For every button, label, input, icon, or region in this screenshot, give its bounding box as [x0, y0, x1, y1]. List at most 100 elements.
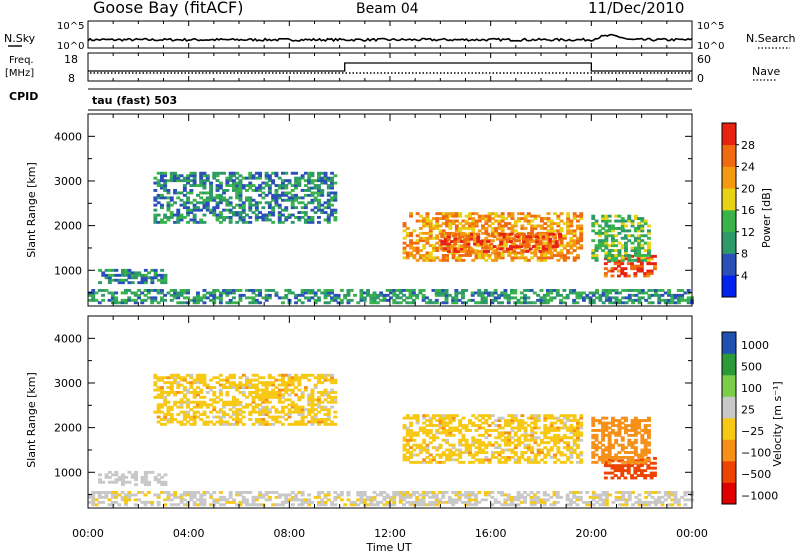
velocity-cell — [317, 378, 321, 382]
velocity-cell — [225, 413, 230, 416]
power-cell — [140, 298, 145, 302]
power-cell — [277, 184, 282, 187]
velocity-cell — [356, 493, 361, 497]
power-cell — [209, 293, 213, 297]
velocity-cell — [241, 498, 246, 502]
velocity-cell — [209, 410, 213, 414]
power-cell — [313, 184, 318, 187]
velocity-cell — [290, 498, 295, 502]
power-cell — [150, 296, 155, 300]
velocity-cell — [474, 441, 479, 445]
velocity-cell — [667, 503, 671, 507]
velocity-cell — [245, 381, 249, 385]
power-cell — [254, 298, 259, 302]
velocity-cell — [189, 376, 194, 380]
velocity-cell — [610, 476, 615, 480]
power-cell — [186, 289, 190, 292]
power-cell — [192, 203, 197, 207]
velocity-cell — [294, 408, 298, 412]
velocity-cell — [484, 451, 489, 454]
power-cell — [441, 249, 446, 252]
power-cell — [271, 206, 276, 210]
power-cell — [182, 193, 187, 197]
velocity-cell — [140, 475, 145, 479]
power-cell — [428, 251, 433, 255]
power-cell — [422, 219, 427, 223]
power-cell — [620, 244, 625, 248]
power-cell — [232, 289, 236, 292]
power-cell — [624, 254, 628, 257]
power-cell — [140, 281, 145, 285]
velocity-cell — [643, 429, 648, 432]
velocity-cell — [591, 424, 596, 427]
velocity-cell — [274, 420, 279, 424]
power-cell — [487, 212, 492, 216]
velocity-cell — [457, 493, 462, 497]
velocity-cell — [264, 398, 269, 402]
velocity-cell — [254, 410, 259, 414]
velocity-cell — [448, 453, 453, 457]
velocity-cell — [153, 475, 158, 479]
velocity-cell — [523, 421, 528, 425]
power-cell — [559, 219, 564, 223]
velocity-cell — [235, 383, 240, 387]
velocity-cell — [670, 503, 675, 507]
velocity-cell — [566, 456, 571, 459]
power-cell — [150, 276, 155, 280]
velocity-cell — [232, 383, 236, 387]
velocity-cell — [134, 473, 138, 477]
power-cell — [137, 293, 141, 297]
power-cell — [189, 179, 194, 183]
power-cell — [422, 258, 427, 262]
velocity-cell — [510, 456, 515, 459]
power-cell — [408, 293, 413, 297]
velocity-cell — [153, 381, 158, 385]
power-cell — [614, 291, 619, 295]
velocity-cell — [637, 500, 642, 504]
velocity-cell — [576, 424, 580, 427]
velocity-cell — [601, 448, 605, 452]
power-cell — [202, 206, 207, 210]
velocity-cell — [415, 460, 420, 464]
velocity-cell — [552, 500, 557, 504]
power-cell — [526, 301, 531, 305]
velocity-cell — [447, 498, 452, 502]
power-cell — [517, 217, 521, 220]
velocity-cell — [594, 436, 599, 440]
velocity-cell — [601, 429, 605, 432]
velocity-cell — [160, 388, 164, 392]
velocity-cell — [484, 429, 489, 432]
power-cell — [153, 176, 158, 180]
velocity-cell — [494, 456, 499, 459]
power-cell — [686, 298, 691, 302]
power-cell — [199, 174, 204, 178]
power-cell — [594, 254, 599, 257]
power-cell — [591, 217, 596, 220]
velocity-cell — [598, 493, 603, 497]
power-cell — [137, 273, 142, 277]
power-cell — [579, 212, 584, 216]
power-cell — [483, 289, 488, 292]
power-cell — [454, 256, 459, 260]
velocity-cell — [421, 495, 426, 499]
power-cell — [627, 258, 632, 262]
power-cell — [173, 220, 177, 224]
velocity-cell — [114, 470, 119, 474]
velocity-cell — [487, 491, 491, 494]
velocity-cell — [173, 378, 177, 382]
power-cell — [578, 291, 583, 295]
noise-left-label: N.Sky — [4, 32, 36, 45]
power-cell — [490, 222, 495, 225]
velocity-cell — [673, 493, 678, 497]
power-cell — [494, 229, 499, 233]
velocity-cell — [458, 431, 463, 435]
velocity-cell — [620, 421, 625, 425]
power-cell — [196, 291, 200, 295]
power-cell — [441, 229, 446, 233]
velocity-cell — [160, 418, 164, 421]
velocity-cell — [336, 495, 341, 499]
power-cell — [281, 186, 285, 190]
velocity-cell — [604, 456, 609, 459]
power-cell — [670, 293, 675, 297]
velocity-cell — [647, 493, 652, 497]
